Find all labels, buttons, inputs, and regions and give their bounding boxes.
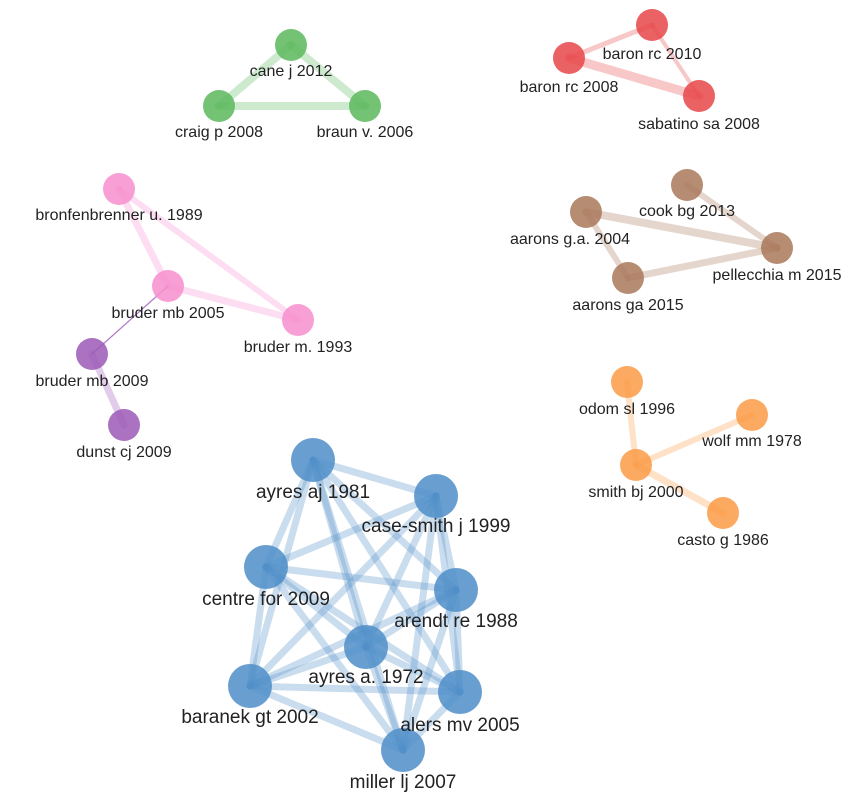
edge	[116, 186, 301, 323]
node	[291, 438, 335, 482]
edge	[624, 244, 781, 282]
node	[434, 568, 478, 612]
node	[414, 474, 458, 518]
edge	[309, 456, 460, 594]
node-label: dunst cj 2009	[76, 444, 171, 461]
edge	[246, 492, 440, 690]
node-label: wolf mm 1978	[701, 433, 802, 450]
edge	[564, 53, 704, 101]
nodes	[76, 9, 793, 772]
node-label: case-smith j 1999	[362, 516, 511, 537]
node-label: casto g 1986	[677, 532, 769, 549]
edge	[399, 586, 460, 754]
node	[707, 497, 739, 529]
edge	[582, 208, 781, 252]
node-label: sabatino sa 2008	[638, 116, 760, 133]
node-label: bruder mb 2005	[112, 305, 225, 322]
node-label: baron rc 2008	[520, 79, 619, 96]
node-label: odom sl 1996	[579, 401, 675, 418]
edge	[262, 563, 407, 754]
node-label: baron rc 2010	[603, 46, 702, 63]
node-label: baranek gt 2002	[181, 707, 318, 728]
node	[438, 670, 482, 714]
node	[381, 728, 425, 772]
node-label: craig p 2008	[175, 124, 263, 141]
node-label: miller lj 2007	[350, 772, 457, 793]
edge	[262, 563, 460, 594]
node	[349, 90, 381, 122]
node	[683, 80, 715, 112]
node	[612, 262, 644, 294]
node-label: arendt re 1988	[394, 611, 518, 632]
node	[344, 625, 388, 669]
node	[570, 196, 602, 228]
node	[275, 29, 307, 61]
node-label: smith bj 2000	[588, 484, 683, 501]
edge	[632, 461, 727, 517]
edge	[91, 285, 169, 355]
edge	[684, 182, 780, 251]
node-label: ayres a. 1972	[308, 667, 423, 688]
node-label: pellecchia m 2015	[713, 267, 842, 284]
node-label: ayres aj 1981	[256, 482, 370, 503]
node-label: braun v. 2006	[317, 124, 414, 141]
node-label: bronfenbrenner u. 1989	[35, 207, 202, 224]
edge	[309, 456, 464, 696]
node-label: alers mv 2005	[400, 715, 519, 736]
node	[553, 42, 585, 74]
node-label: bruder m. 1993	[244, 339, 353, 356]
node	[761, 232, 793, 264]
node	[282, 304, 314, 336]
node	[636, 9, 668, 41]
node	[611, 366, 643, 398]
node	[103, 173, 135, 205]
edge	[399, 492, 440, 754]
node-label: aarons g.a. 2004	[510, 231, 630, 248]
node-label: centre for 2009	[202, 589, 330, 610]
edge	[164, 282, 302, 324]
node	[671, 169, 703, 201]
edge	[246, 682, 407, 754]
edge	[362, 492, 440, 651]
edge	[309, 456, 370, 651]
edge	[115, 185, 172, 290]
node	[108, 409, 140, 441]
edge	[262, 492, 440, 571]
node	[76, 338, 108, 370]
node-label: cook bg 2013	[639, 203, 735, 220]
node-label: cane j 2012	[250, 63, 333, 80]
node-label: bruder mb 2009	[36, 373, 149, 390]
edge	[309, 456, 407, 754]
node	[620, 449, 652, 481]
node	[736, 399, 768, 431]
node-label: aarons ga 2015	[572, 297, 683, 314]
edge	[246, 682, 464, 696]
node	[228, 664, 272, 708]
node	[244, 545, 288, 589]
edge	[633, 412, 755, 468]
node	[203, 90, 235, 122]
node	[152, 270, 184, 302]
labels: cane j 2012 craig p 2008 braun v. 2006 baro…	[35, 46, 841, 793]
